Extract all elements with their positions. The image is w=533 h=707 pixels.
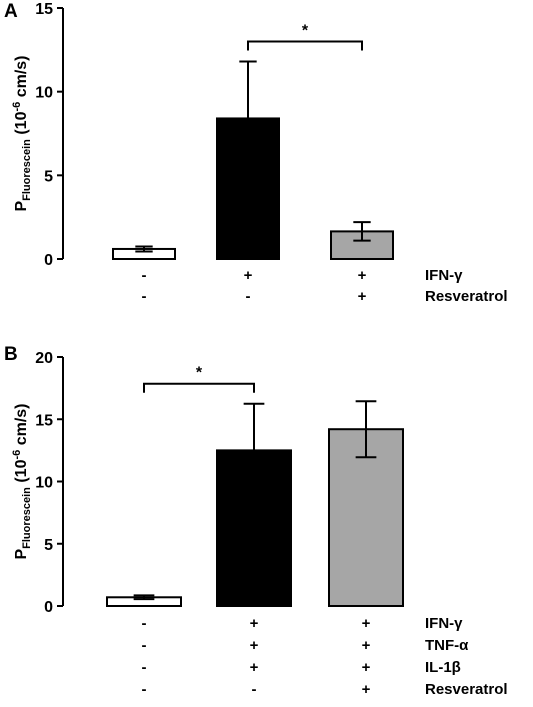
condition-sign: + xyxy=(362,637,371,654)
condition-sign: + xyxy=(362,659,371,676)
y-axis-label: PFluorescein (10-6 cm/s) xyxy=(11,55,33,211)
condition-label: Resveratrol xyxy=(425,288,508,305)
condition-sign: - xyxy=(142,267,147,284)
y-tick-label: 15 xyxy=(35,1,53,18)
condition-label: Resveratrol xyxy=(425,681,508,698)
y-tick-label: 5 xyxy=(44,168,53,185)
condition-sign: - xyxy=(142,615,147,632)
y-tick-label: 0 xyxy=(44,252,53,269)
condition-sign: - xyxy=(246,288,251,305)
panel-letter: A xyxy=(4,1,18,22)
condition-sign: + xyxy=(250,659,259,676)
condition-label: IL-1β xyxy=(425,659,461,676)
panel-b: B 0 5 10 15 20 PFluorescein (10-6 cm/s) * - + + IFN… xyxy=(4,344,508,698)
significance-bracket xyxy=(143,382,255,393)
condition-sign: - xyxy=(142,637,147,654)
y-tick-label: 5 xyxy=(44,537,53,554)
condition-label: IFN-γ xyxy=(425,615,463,632)
y-tick-label: 20 xyxy=(35,350,53,367)
y-tick-label: 0 xyxy=(44,599,53,616)
panel-letter: B xyxy=(4,344,18,365)
condition-label: TNF-α xyxy=(425,637,469,654)
condition-sign: - xyxy=(142,288,147,305)
condition-sign: - xyxy=(142,659,147,676)
condition-label: IFN-γ xyxy=(425,267,463,284)
significance-label: * xyxy=(196,365,203,382)
condition-sign: - xyxy=(252,681,257,698)
panel-a: A 0 5 10 15 PFluorescein (10-6 cm/s) * - + + IFN-γ… xyxy=(4,1,508,305)
y-tick-label: 10 xyxy=(35,475,53,492)
y-axis-label: PFluorescein (10-6 cm/s) xyxy=(11,403,33,559)
y-tick-label: 10 xyxy=(35,85,53,102)
y-tick-label: 15 xyxy=(35,412,53,429)
condition-sign: - xyxy=(142,681,147,698)
condition-sign: + xyxy=(250,615,259,632)
condition-sign: + xyxy=(244,267,253,284)
condition-sign: + xyxy=(362,681,371,698)
condition-sign: + xyxy=(250,637,259,654)
condition-sign: + xyxy=(358,288,367,305)
condition-sign: + xyxy=(358,267,367,284)
significance-label: * xyxy=(302,23,309,40)
bar xyxy=(328,428,404,607)
bar xyxy=(330,230,394,260)
significance-bracket xyxy=(247,40,363,51)
condition-sign: + xyxy=(362,615,371,632)
